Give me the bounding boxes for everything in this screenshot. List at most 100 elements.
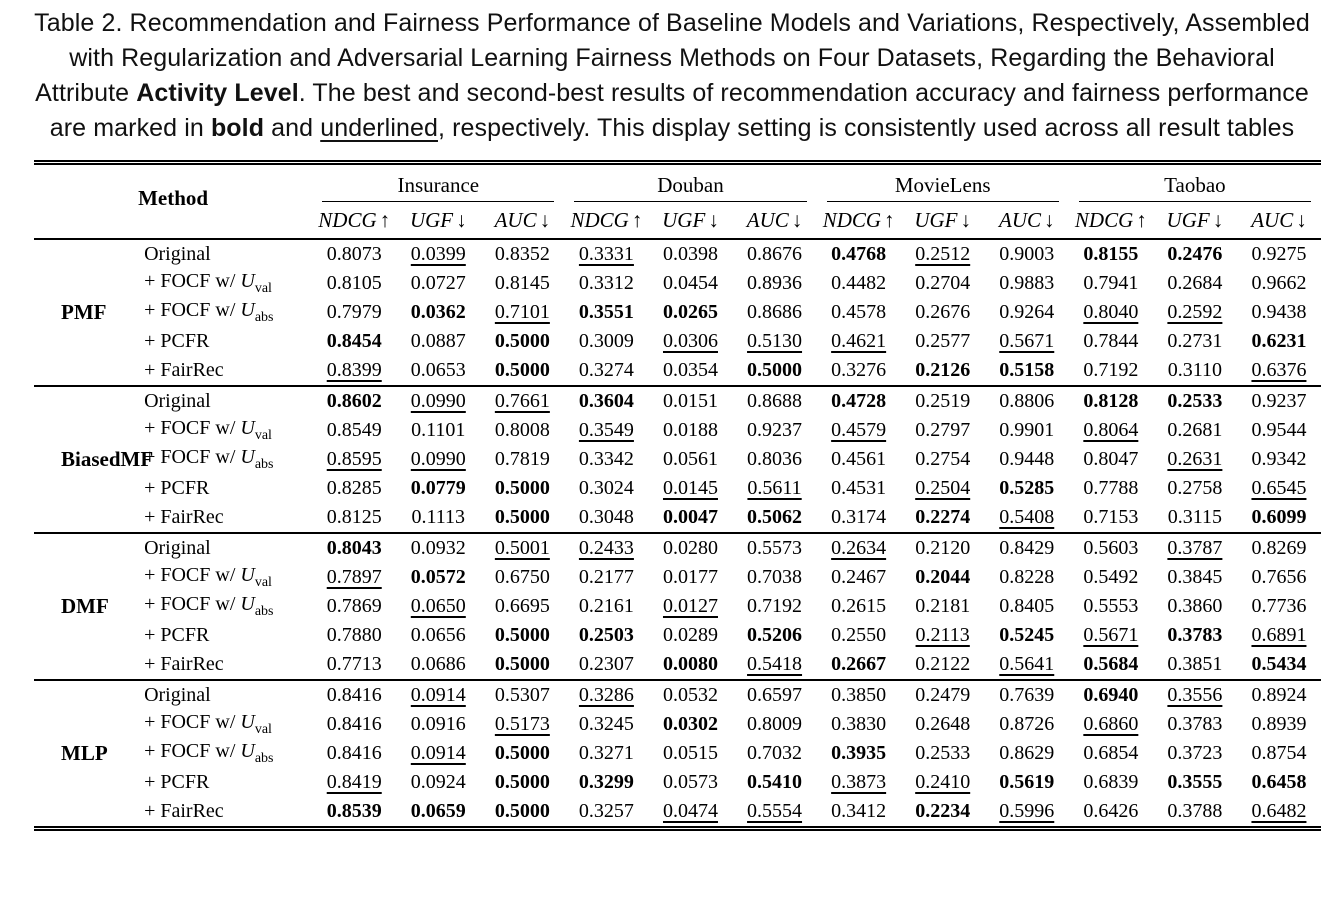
metric-direction-arrow-icon: ↓: [539, 208, 551, 232]
value-cell: 0.8125: [326, 506, 382, 528]
method-variation-label: + FOCF w/ Uabs: [144, 592, 312, 621]
value-cell: 0.8595: [326, 448, 382, 470]
value-cell: 0.5285: [999, 477, 1055, 499]
value-cell: 0.5418: [747, 653, 803, 675]
value-cell: 0.0177: [662, 566, 718, 588]
value-cell: 0.2704: [915, 272, 971, 294]
value-cell: 0.2479: [915, 684, 971, 706]
value-cell: 0.0362: [410, 301, 466, 323]
value-cell: 0.5000: [494, 477, 550, 499]
value-cell: 0.0151: [662, 390, 718, 412]
value-cell: 0.2631: [1167, 448, 1223, 470]
method-variation-label: + FairRec: [144, 650, 312, 680]
value-cell: 0.3788: [1167, 800, 1223, 822]
value-cell: 0.5307: [494, 684, 550, 706]
method-variation-text: + FairRec: [144, 506, 224, 528]
metric-direction-arrow-icon: ↓: [960, 208, 972, 232]
dataset-name: MovieLens: [826, 173, 1059, 202]
value-cell: 0.5245: [999, 624, 1055, 646]
value-cell: 0.9342: [1251, 448, 1307, 470]
value-cell: 0.8924: [1251, 684, 1307, 706]
value-cell: 0.5573: [747, 537, 803, 559]
value-cell: 0.5062: [747, 506, 803, 528]
math-variable: U: [240, 593, 255, 615]
value-cell: 0.0779: [410, 477, 466, 499]
math-subscript: val: [254, 575, 272, 590]
table-row: + FOCF w/ Uval 0.8416 0.0916 0.5173 0.3245 0.…: [34, 710, 1321, 739]
value-cell: 0.2550: [831, 624, 887, 646]
value-cell: 0.8454: [326, 330, 382, 352]
value-cell: 0.2519: [915, 390, 971, 412]
metric-header-ugf: UGF ↓: [648, 202, 733, 240]
value-cell: 0.5603: [1083, 537, 1139, 559]
value-cell: 0.5611: [747, 477, 802, 499]
method-variation-label: + FOCF w/ Uabs: [144, 298, 312, 327]
model-group-label: PMF: [61, 300, 107, 324]
value-cell: 0.6376: [1251, 359, 1307, 381]
value-cell: 0.0080: [662, 653, 718, 675]
dataset-header-taobao: Taobao: [1069, 163, 1321, 202]
value-cell: 0.2648: [915, 713, 971, 735]
caption-segment: . The best and second-best results of re…: [49, 79, 1309, 142]
value-cell: 0.5206: [747, 624, 803, 646]
value-cell: 0.2504: [915, 477, 971, 499]
method-variation-text: + PCFR: [144, 624, 210, 646]
method-variation-label: + FairRec: [144, 356, 312, 386]
table-row: + FOCF w/ Uval 0.8105 0.0727 0.8145 0.3312 0.…: [34, 269, 1321, 298]
value-cell: 0.5000: [494, 624, 550, 646]
value-cell: 0.0399: [410, 243, 466, 265]
value-cell: 0.2307: [578, 653, 634, 675]
value-cell: 0.0924: [410, 771, 466, 793]
value-cell: 0.2684: [1167, 272, 1223, 294]
dataset-header-insurance: Insurance: [312, 163, 564, 202]
value-cell: 0.7038: [747, 566, 803, 588]
value-cell: 0.8419: [326, 771, 382, 793]
value-cell: 0.3299: [578, 771, 634, 793]
value-cell: 0.7192: [747, 595, 803, 617]
value-cell: 0.0398: [662, 243, 718, 265]
value-cell: 0.3935: [831, 742, 887, 764]
table-row: + FOCF w/ Uabs 0.7979 0.0362 0.7101 0.3551 0.…: [34, 298, 1321, 327]
value-cell: 0.4482: [831, 272, 887, 294]
value-cell: 0.5130: [747, 330, 803, 352]
math-subscript: val: [254, 722, 272, 737]
value-cell: 0.6099: [1251, 506, 1307, 528]
value-cell: 0.0916: [410, 713, 466, 735]
metric-name: AUC: [494, 208, 537, 232]
method-variation-label: + FairRec: [144, 503, 312, 533]
value-cell: 0.2177: [578, 566, 634, 588]
method-variation-label: Original: [144, 386, 312, 416]
value-cell: 0.3551: [578, 301, 634, 323]
metric-name: UGF: [409, 208, 454, 232]
value-cell: 0.8629: [999, 742, 1055, 764]
metric-name: NDCG: [570, 208, 629, 232]
value-cell: 0.0532: [662, 684, 718, 706]
metric-header-auc: AUC ↓: [732, 202, 817, 240]
value-cell: 0.3873: [831, 771, 887, 793]
value-cell: 0.5410: [747, 771, 803, 793]
value-cell: 0.5684: [1083, 653, 1139, 675]
value-cell: 0.6839: [1083, 771, 1139, 793]
value-cell: 0.8105: [326, 272, 382, 294]
metric-header-ugf: UGF ↓: [1152, 202, 1237, 240]
value-cell: 0.5000: [494, 771, 550, 793]
value-cell: 0.7979: [326, 301, 382, 323]
value-cell: 0.3787: [1167, 537, 1223, 559]
value-cell: 0.7844: [1083, 330, 1139, 352]
value-cell: 0.3286: [578, 684, 634, 706]
value-cell: 0.7192: [1083, 359, 1139, 381]
value-cell: 0.7880: [326, 624, 382, 646]
value-cell: 0.0659: [410, 800, 466, 822]
dataset-name: Douban: [574, 173, 807, 202]
value-cell: 0.8009: [747, 713, 803, 735]
value-cell: 0.6545: [1251, 477, 1307, 499]
value-cell: 0.8036: [747, 448, 803, 470]
metric-header-ndcg: NDCG ↑: [816, 202, 901, 240]
metric-name: UGF: [914, 208, 958, 232]
method-variation-text: Original: [144, 243, 211, 265]
value-cell: 0.9883: [999, 272, 1055, 294]
value-cell: 0.0306: [662, 330, 718, 352]
value-cell: 0.5001: [494, 537, 550, 559]
value-cell: 0.8228: [999, 566, 1055, 588]
metric-header-ndcg: NDCG ↑: [564, 202, 649, 240]
